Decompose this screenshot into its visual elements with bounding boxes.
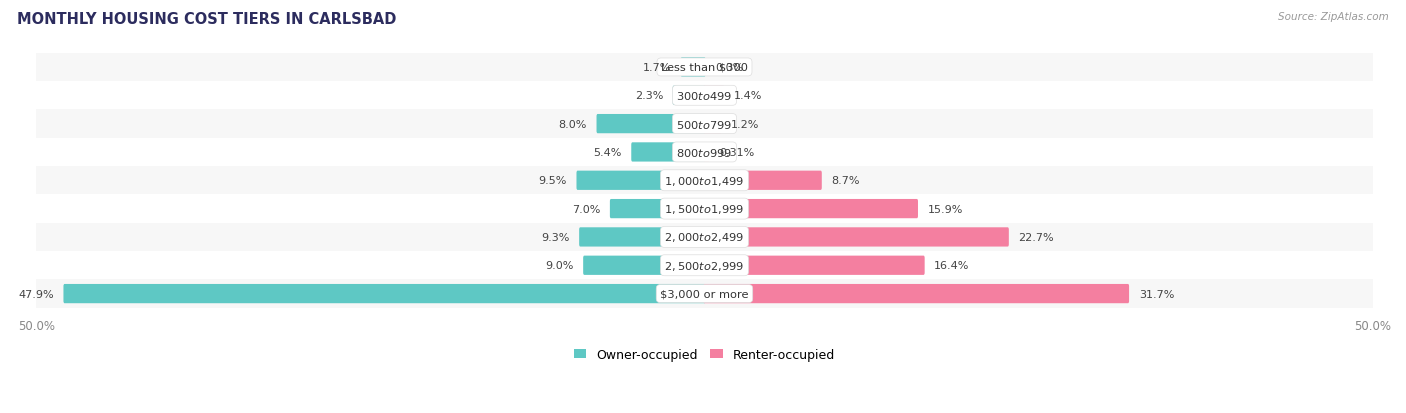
FancyBboxPatch shape <box>610 199 706 219</box>
FancyBboxPatch shape <box>583 256 706 275</box>
Text: $300 to $499: $300 to $499 <box>676 90 733 102</box>
Text: 1.7%: 1.7% <box>643 63 671 73</box>
Bar <box>10 280 1399 308</box>
FancyBboxPatch shape <box>703 115 721 134</box>
Bar <box>10 195 1399 223</box>
Text: 0.0%: 0.0% <box>716 63 744 73</box>
Text: 9.0%: 9.0% <box>546 261 574 271</box>
Text: MONTHLY HOUSING COST TIERS IN CARLSBAD: MONTHLY HOUSING COST TIERS IN CARLSBAD <box>17 12 396 27</box>
Text: 16.4%: 16.4% <box>934 261 970 271</box>
FancyBboxPatch shape <box>579 228 706 247</box>
Text: 15.9%: 15.9% <box>928 204 963 214</box>
FancyBboxPatch shape <box>576 171 706 190</box>
Text: $1,500 to $1,999: $1,500 to $1,999 <box>665 203 745 216</box>
Text: $2,500 to $2,999: $2,500 to $2,999 <box>665 259 745 272</box>
Text: 31.7%: 31.7% <box>1139 289 1174 299</box>
FancyBboxPatch shape <box>703 256 925 275</box>
FancyBboxPatch shape <box>631 143 706 162</box>
Text: 2.3%: 2.3% <box>634 91 664 101</box>
Text: 5.4%: 5.4% <box>593 147 621 157</box>
FancyBboxPatch shape <box>703 284 1129 304</box>
Text: 1.2%: 1.2% <box>731 119 759 129</box>
FancyBboxPatch shape <box>63 284 706 304</box>
FancyBboxPatch shape <box>703 143 710 162</box>
Text: 8.7%: 8.7% <box>831 176 860 186</box>
Text: $800 to $999: $800 to $999 <box>676 147 733 159</box>
FancyBboxPatch shape <box>703 171 821 190</box>
Text: Less than $300: Less than $300 <box>661 63 748 73</box>
Text: 8.0%: 8.0% <box>558 119 586 129</box>
Text: $3,000 or more: $3,000 or more <box>661 289 749 299</box>
Text: $1,000 to $1,499: $1,000 to $1,499 <box>665 174 745 188</box>
FancyBboxPatch shape <box>672 86 706 106</box>
Text: $500 to $799: $500 to $799 <box>676 118 733 130</box>
FancyBboxPatch shape <box>681 58 706 77</box>
FancyBboxPatch shape <box>703 228 1010 247</box>
FancyBboxPatch shape <box>703 86 724 106</box>
Bar <box>10 138 1399 167</box>
Bar <box>10 110 1399 138</box>
Bar <box>10 223 1399 252</box>
Legend: Owner-occupied, Renter-occupied: Owner-occupied, Renter-occupied <box>569 343 841 366</box>
Text: 7.0%: 7.0% <box>572 204 600 214</box>
Text: 47.9%: 47.9% <box>18 289 53 299</box>
Bar <box>10 167 1399 195</box>
Text: 0.31%: 0.31% <box>720 147 755 157</box>
Bar <box>10 82 1399 110</box>
Text: 9.5%: 9.5% <box>538 176 567 186</box>
Text: 22.7%: 22.7% <box>1018 233 1054 242</box>
Text: 1.4%: 1.4% <box>734 91 762 101</box>
Text: $2,000 to $2,499: $2,000 to $2,499 <box>665 231 745 244</box>
Text: Source: ZipAtlas.com: Source: ZipAtlas.com <box>1278 12 1389 22</box>
Bar <box>10 54 1399 82</box>
Text: 9.3%: 9.3% <box>541 233 569 242</box>
FancyBboxPatch shape <box>703 199 918 219</box>
Bar <box>10 252 1399 280</box>
FancyBboxPatch shape <box>596 115 706 134</box>
